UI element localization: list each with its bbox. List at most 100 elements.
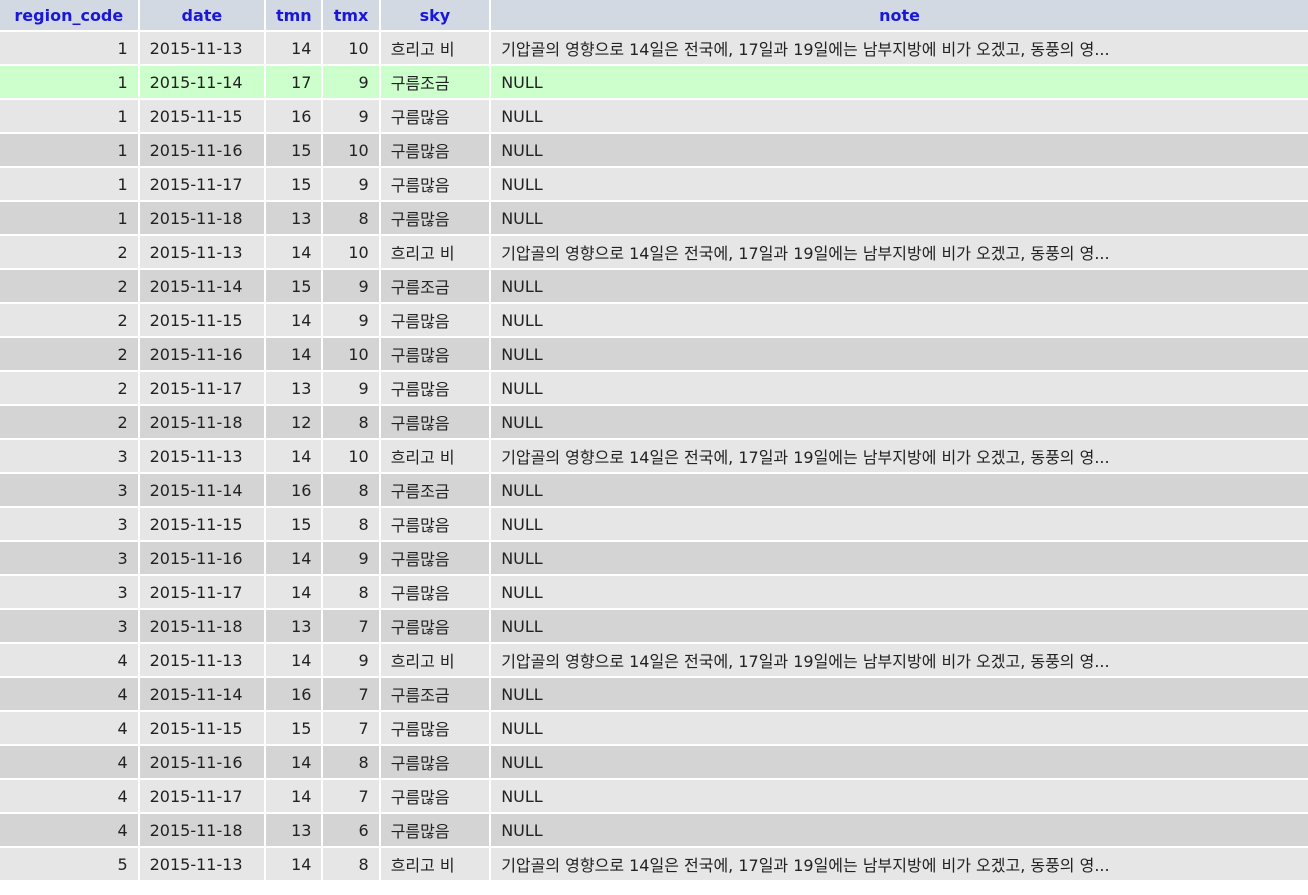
cell-tmn[interactable]: 14 (266, 780, 322, 812)
table-row[interactable]: 4 2015-11-13 14 9 흐리고 비 기압골의 영향으로 14일은 전국에, 1… (0, 644, 1308, 676)
table-row[interactable]: 2 2015-11-16 14 10 구름많음 NULL (0, 338, 1308, 370)
cell-note[interactable]: NULL (491, 508, 1308, 540)
table-row[interactable]: 3 2015-11-18 13 7 구름많음 NULL (0, 610, 1308, 642)
cell-note[interactable]: 기압골의 영향으로 14일은 전국에, 17일과 19일에는 남부지방에 비가 … (491, 32, 1308, 64)
cell-note[interactable]: NULL (491, 746, 1308, 778)
cell-tmn[interactable]: 14 (266, 848, 322, 880)
cell-date[interactable]: 2015-11-13 (139, 644, 265, 676)
column-header-date[interactable]: date (139, 0, 265, 30)
cell-date[interactable]: 2015-11-13 (139, 848, 265, 880)
cell-tmx[interactable]: 10 (323, 440, 379, 472)
cell-tmn[interactable]: 14 (266, 304, 322, 336)
table-row[interactable]: 4 2015-11-18 13 6 구름많음 NULL (0, 814, 1308, 846)
table-row[interactable]: 4 2015-11-16 14 8 구름많음 NULL (0, 746, 1308, 778)
cell-tmx[interactable]: 9 (323, 168, 379, 200)
cell-note[interactable]: NULL (491, 542, 1308, 574)
cell-date[interactable]: 2015-11-13 (139, 32, 265, 64)
cell-sky[interactable]: 흐리고 비 (380, 440, 490, 472)
cell-tmn[interactable]: 15 (266, 508, 322, 540)
cell-tmn[interactable]: 15 (266, 270, 322, 302)
cell-tmx[interactable]: 9 (323, 542, 379, 574)
cell-tmn[interactable]: 14 (266, 644, 322, 676)
cell-region-code[interactable]: 3 (0, 474, 138, 506)
table-row[interactable]: 3 2015-11-16 14 9 구름많음 NULL (0, 542, 1308, 574)
cell-tmn[interactable]: 15 (266, 712, 322, 744)
cell-note[interactable]: 기압골의 영향으로 14일은 전국에, 17일과 19일에는 남부지방에 비가 … (491, 236, 1308, 268)
column-header-region-code[interactable]: region_code (0, 0, 138, 30)
cell-region-code[interactable]: 3 (0, 576, 138, 608)
cell-note[interactable]: NULL (491, 576, 1308, 608)
cell-sky[interactable]: 구름많음 (380, 780, 490, 812)
cell-region-code[interactable]: 3 (0, 610, 138, 642)
cell-tmn[interactable]: 12 (266, 406, 322, 438)
cell-sky[interactable]: 구름많음 (380, 168, 490, 200)
cell-tmx[interactable]: 8 (323, 202, 379, 234)
cell-sky[interactable]: 구름조금 (380, 66, 490, 98)
cell-region-code[interactable]: 4 (0, 644, 138, 676)
column-header-tmx[interactable]: tmx (323, 0, 379, 30)
cell-sky[interactable]: 구름조금 (380, 474, 490, 506)
table-row[interactable]: 4 2015-11-15 15 7 구름많음 NULL (0, 712, 1308, 744)
column-header-sky[interactable]: sky (380, 0, 490, 30)
cell-note[interactable]: NULL (491, 474, 1308, 506)
table-row[interactable]: 3 2015-11-13 14 10 흐리고 비 기압골의 영향으로 14일은 전국에, … (0, 440, 1308, 472)
cell-region-code[interactable]: 3 (0, 542, 138, 574)
cell-tmx[interactable]: 7 (323, 780, 379, 812)
table-row[interactable]: 1 2015-11-15 16 9 구름많음 NULL (0, 100, 1308, 132)
cell-region-code[interactable]: 2 (0, 270, 138, 302)
cell-tmx[interactable]: 9 (323, 372, 379, 404)
cell-tmx[interactable]: 7 (323, 678, 379, 710)
cell-tmx[interactable]: 9 (323, 644, 379, 676)
cell-date[interactable]: 2015-11-14 (139, 66, 265, 98)
table-row[interactable]: 1 2015-11-13 14 10 흐리고 비 기압골의 영향으로 14일은 전국에, … (0, 32, 1308, 64)
cell-tmx[interactable]: 8 (323, 474, 379, 506)
cell-date[interactable]: 2015-11-14 (139, 474, 265, 506)
cell-tmn[interactable]: 16 (266, 678, 322, 710)
cell-tmx[interactable]: 9 (323, 304, 379, 336)
cell-tmx[interactable]: 8 (323, 508, 379, 540)
cell-region-code[interactable]: 3 (0, 508, 138, 540)
cell-tmn[interactable]: 13 (266, 814, 322, 846)
cell-tmn[interactable]: 14 (266, 338, 322, 370)
cell-note[interactable]: NULL (491, 610, 1308, 642)
cell-tmx[interactable]: 10 (323, 134, 379, 166)
cell-date[interactable]: 2015-11-17 (139, 576, 265, 608)
cell-tmx[interactable]: 8 (323, 848, 379, 880)
cell-note[interactable]: NULL (491, 134, 1308, 166)
cell-note[interactable]: NULL (491, 814, 1308, 846)
cell-date[interactable]: 2015-11-17 (139, 168, 265, 200)
table-row[interactable]: 2 2015-11-15 14 9 구름많음 NULL (0, 304, 1308, 336)
table-row[interactable]: 4 2015-11-14 16 7 구름조금 NULL (0, 678, 1308, 710)
cell-sky[interactable]: 흐리고 비 (380, 32, 490, 64)
cell-tmn[interactable]: 16 (266, 100, 322, 132)
cell-note[interactable]: NULL (491, 406, 1308, 438)
cell-sky[interactable]: 구름많음 (380, 712, 490, 744)
cell-tmx[interactable]: 8 (323, 406, 379, 438)
cell-note[interactable]: 기압골의 영향으로 14일은 전국에, 17일과 19일에는 남부지방에 비가 … (491, 440, 1308, 472)
cell-tmx[interactable]: 10 (323, 236, 379, 268)
cell-tmn[interactable]: 14 (266, 746, 322, 778)
cell-region-code[interactable]: 4 (0, 746, 138, 778)
cell-tmx[interactable]: 7 (323, 712, 379, 744)
cell-note[interactable]: NULL (491, 304, 1308, 336)
cell-date[interactable]: 2015-11-18 (139, 406, 265, 438)
cell-tmn[interactable]: 14 (266, 440, 322, 472)
cell-region-code[interactable]: 2 (0, 372, 138, 404)
cell-sky[interactable]: 구름많음 (380, 134, 490, 166)
column-header-tmn[interactable]: tmn (266, 0, 322, 30)
cell-date[interactable]: 2015-11-18 (139, 814, 265, 846)
table-row[interactable]: 1 2015-11-14 17 9 구름조금 NULL (0, 66, 1308, 98)
cell-date[interactable]: 2015-11-16 (139, 338, 265, 370)
cell-note[interactable]: NULL (491, 66, 1308, 98)
cell-tmx[interactable]: 9 (323, 270, 379, 302)
table-row[interactable]: 3 2015-11-15 15 8 구름많음 NULL (0, 508, 1308, 540)
cell-sky[interactable]: 구름많음 (380, 610, 490, 642)
cell-date[interactable]: 2015-11-16 (139, 542, 265, 574)
cell-sky[interactable]: 구름많음 (380, 746, 490, 778)
cell-date[interactable]: 2015-11-15 (139, 712, 265, 744)
cell-region-code[interactable]: 1 (0, 100, 138, 132)
cell-date[interactable]: 2015-11-17 (139, 780, 265, 812)
cell-date[interactable]: 2015-11-15 (139, 100, 265, 132)
cell-note[interactable]: NULL (491, 338, 1308, 370)
cell-note[interactable]: NULL (491, 202, 1308, 234)
